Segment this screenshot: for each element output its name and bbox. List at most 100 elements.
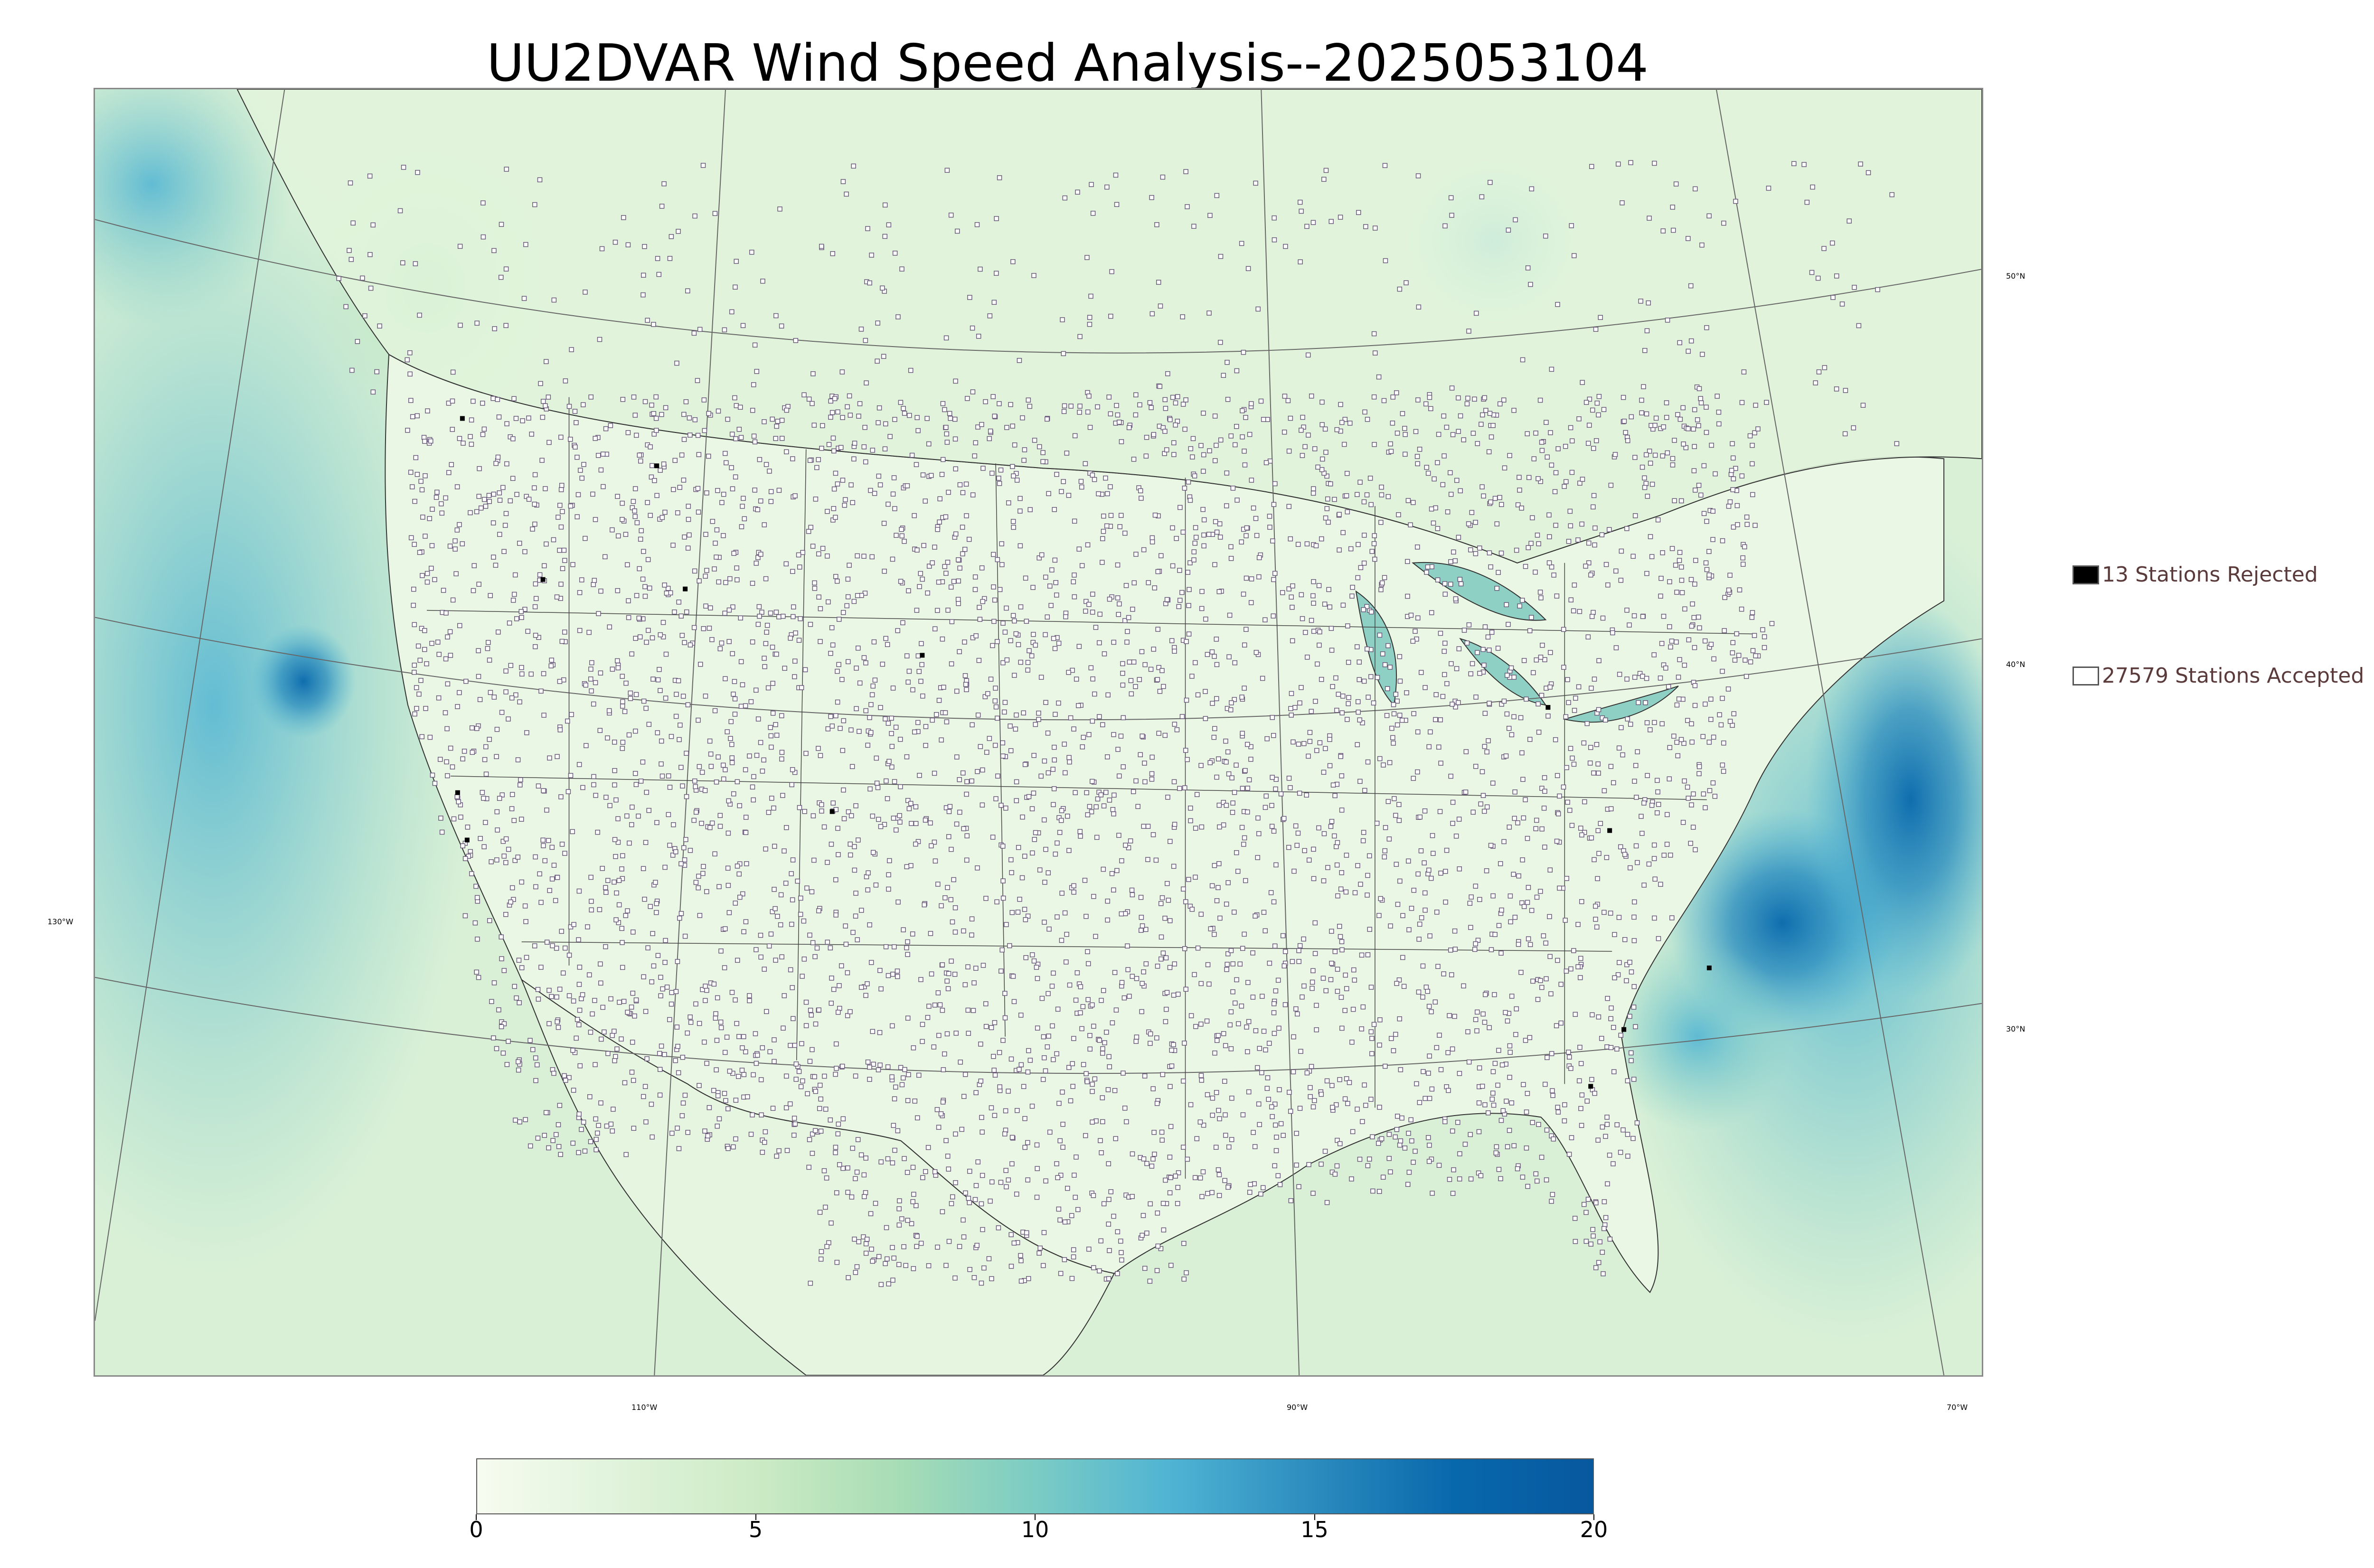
- station-accepted-marker: [1042, 1055, 1047, 1061]
- station-accepted-marker: [420, 573, 425, 578]
- station-accepted-marker: [1506, 725, 1512, 731]
- station-accepted-marker: [801, 392, 807, 398]
- station-accepted-marker: [1652, 720, 1657, 725]
- station-accepted-marker: [800, 550, 805, 555]
- station-accepted-marker: [1327, 604, 1333, 610]
- station-accepted-marker: [1053, 712, 1058, 717]
- station-accepted-marker: [1163, 1177, 1168, 1183]
- station-accepted-marker: [576, 982, 582, 987]
- station-accepted-marker: [1017, 543, 1023, 549]
- station-accepted-marker: [919, 641, 924, 647]
- station-accepted-marker: [999, 562, 1005, 567]
- station-accepted-marker: [1368, 1097, 1374, 1102]
- station-accepted-marker: [982, 694, 988, 699]
- station-accepted-marker: [870, 1258, 875, 1264]
- station-accepted-marker: [1539, 985, 1545, 990]
- station-accepted-marker: [779, 418, 785, 423]
- station-accepted-marker: [702, 788, 708, 793]
- station-accepted-marker: [1697, 625, 1702, 630]
- station-accepted-marker: [1071, 579, 1076, 584]
- station-accepted-marker: [997, 175, 1002, 180]
- station-accepted-marker: [1377, 1105, 1382, 1110]
- station-accepted-marker: [829, 842, 834, 847]
- station-accepted-marker: [642, 1084, 648, 1089]
- station-accepted-marker: [1345, 509, 1350, 515]
- station-accepted-marker: [1171, 779, 1177, 785]
- station-accepted-marker: [909, 1221, 914, 1226]
- station-accepted-marker: [1564, 479, 1569, 484]
- station-accepted-marker: [494, 754, 499, 760]
- station-accepted-marker: [355, 339, 360, 344]
- station-accepted-marker: [1693, 847, 1698, 853]
- station-accepted-marker: [1309, 986, 1315, 991]
- wind-speed-map[interactable]: [94, 88, 1983, 1377]
- station-accepted-marker: [948, 897, 953, 902]
- station-accepted-marker: [956, 601, 961, 606]
- station-accepted-marker: [1101, 1201, 1107, 1207]
- station-accepted-marker: [872, 491, 877, 496]
- station-accepted-marker: [1380, 1174, 1386, 1180]
- station-accepted-marker: [1112, 970, 1118, 975]
- station-accepted-marker: [1095, 796, 1101, 802]
- station-accepted-marker: [1217, 535, 1223, 540]
- station-accepted-marker: [1579, 521, 1584, 527]
- station-accepted-marker: [763, 846, 768, 852]
- station-accepted-marker: [1018, 1258, 1024, 1263]
- station-accepted-marker: [1135, 804, 1140, 809]
- station-accepted-marker: [734, 565, 739, 571]
- station-accepted-marker: [1627, 622, 1632, 628]
- station-accepted-marker: [1397, 654, 1403, 659]
- station-accepted-marker: [1693, 488, 1698, 493]
- station-accepted-marker: [853, 1270, 858, 1275]
- station-accepted-marker: [1025, 1140, 1030, 1145]
- station-accepted-marker: [347, 248, 352, 253]
- station-rejected-marker: [1621, 1027, 1627, 1032]
- station-accepted-marker: [662, 959, 668, 965]
- station-accepted-marker: [453, 571, 459, 576]
- station-accepted-marker: [450, 369, 456, 375]
- station-accepted-marker: [454, 527, 460, 533]
- station-accepted-marker: [847, 393, 852, 399]
- station-accepted-marker: [663, 405, 669, 411]
- station-accepted-marker: [1055, 1006, 1061, 1012]
- station-accepted-marker: [659, 204, 665, 209]
- station-accepted-marker: [1249, 401, 1254, 406]
- station-accepted-marker: [1185, 1156, 1190, 1162]
- station-accepted-marker: [1154, 1101, 1160, 1106]
- station-accepted-marker: [1860, 403, 1866, 408]
- station-accepted-marker: [1440, 694, 1446, 699]
- station-accepted-marker: [1339, 947, 1345, 953]
- station-accepted-marker: [1152, 585, 1158, 591]
- station-accepted-marker: [1079, 1026, 1084, 1032]
- station-accepted-marker: [680, 1054, 686, 1060]
- station-accepted-marker: [1686, 637, 1692, 643]
- station-accepted-marker: [510, 598, 516, 603]
- station-accepted-marker: [1482, 744, 1488, 749]
- station-accepted-marker: [626, 598, 631, 603]
- station-accepted-marker: [598, 980, 603, 986]
- station-accepted-marker: [1186, 603, 1191, 608]
- station-accepted-marker: [1101, 988, 1106, 993]
- station-accepted-marker: [1413, 1148, 1418, 1154]
- station-accepted-marker: [658, 632, 663, 638]
- station-accepted-marker: [1147, 400, 1153, 405]
- station-accepted-marker: [1099, 1150, 1104, 1155]
- station-accepted-marker: [1660, 550, 1665, 555]
- station-accepted-marker: [1406, 927, 1412, 932]
- station-accepted-marker: [1185, 570, 1190, 575]
- station-accepted-marker: [1159, 1137, 1165, 1143]
- station-accepted-marker: [1217, 1116, 1222, 1121]
- station-accepted-marker: [1282, 394, 1288, 399]
- station-accepted-marker: [755, 621, 761, 627]
- station-accepted-marker: [1377, 1042, 1382, 1048]
- station-accepted-marker: [607, 803, 612, 808]
- station-accepted-marker: [1374, 820, 1380, 826]
- station-accepted-marker: [678, 911, 684, 916]
- station-accepted-marker: [978, 1042, 983, 1047]
- station-accepted-marker: [550, 943, 555, 948]
- station-accepted-marker: [1125, 629, 1130, 634]
- station-accepted-marker: [1006, 500, 1011, 506]
- station-accepted-marker: [828, 398, 834, 404]
- station-accepted-marker: [763, 462, 769, 467]
- station-accepted-marker: [826, 442, 832, 447]
